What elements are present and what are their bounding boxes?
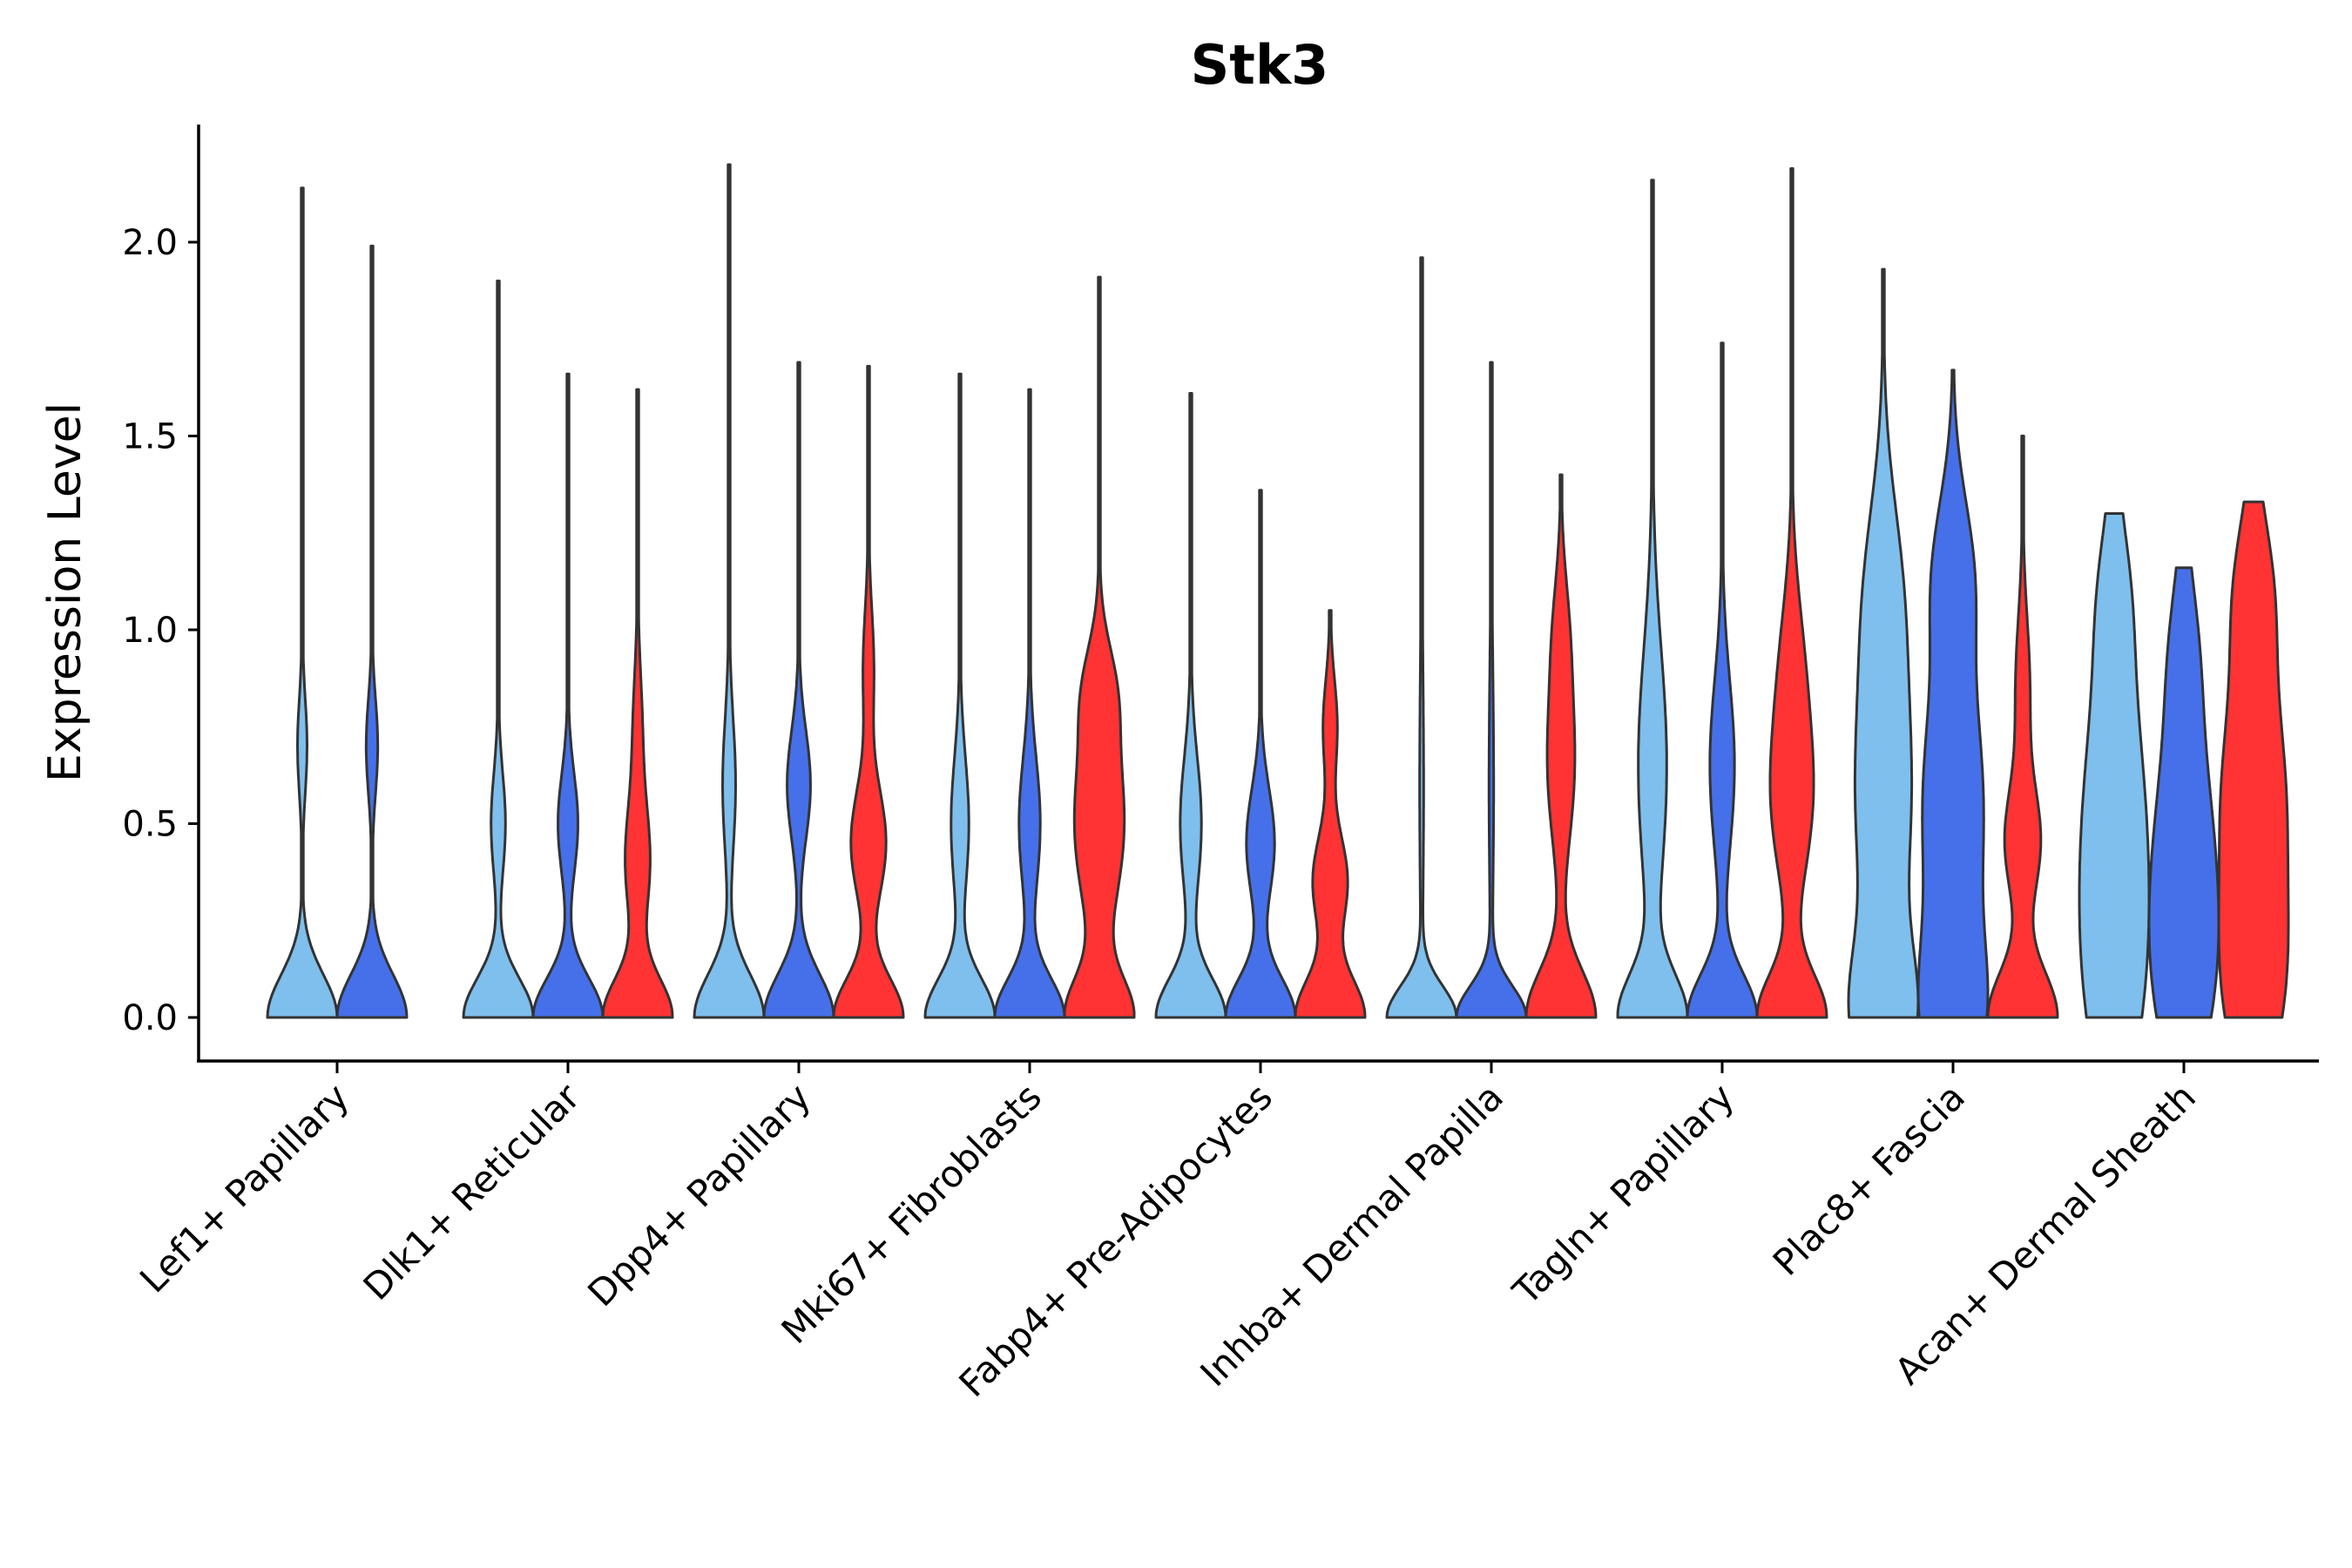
violin-3-3 bbox=[832, 364, 905, 1019]
x-tick-label: Plac8+ Fascia bbox=[1765, 1075, 1973, 1283]
y-tick-label: 1.0 bbox=[122, 611, 178, 651]
violin-5-2 bbox=[1224, 489, 1297, 1019]
violin-9-1 bbox=[2078, 512, 2151, 1019]
violin-9-2 bbox=[2147, 566, 2220, 1019]
violin-3-1 bbox=[693, 163, 766, 1019]
violin-3-2 bbox=[762, 361, 835, 1019]
y-tick-label: 2.0 bbox=[122, 223, 178, 263]
violin-layer bbox=[266, 163, 2290, 1019]
violin-6-3 bbox=[1524, 473, 1598, 1019]
chart-title: Stk3 bbox=[1191, 33, 1329, 97]
x-tick-label: Mki67+ Fibroblasts bbox=[774, 1075, 1050, 1351]
violin-8-2 bbox=[1916, 368, 1990, 1019]
violin-9-3 bbox=[2217, 500, 2290, 1019]
violin-7-1 bbox=[1616, 179, 1689, 1019]
violin-4-2 bbox=[993, 388, 1066, 1019]
violin-1-1 bbox=[266, 186, 339, 1019]
violin-2-1 bbox=[462, 280, 535, 1019]
violin-5-3 bbox=[1294, 609, 1367, 1019]
violin-6-2 bbox=[1455, 361, 1528, 1019]
violin-4-3 bbox=[1063, 275, 1136, 1019]
y-tick-label: 0.5 bbox=[122, 805, 178, 845]
x-tick-label: Dpp4+ Papillary bbox=[579, 1075, 819, 1315]
violin-2-2 bbox=[531, 372, 605, 1019]
x-tick-label: Dlk1+ Reticular bbox=[355, 1075, 589, 1308]
y-axis-label: Expression Level bbox=[39, 402, 91, 782]
violin-8-1 bbox=[1847, 267, 1920, 1019]
violin-7-2 bbox=[1686, 341, 1759, 1019]
violin-8-3 bbox=[1986, 435, 2059, 1019]
violin-5-1 bbox=[1154, 392, 1227, 1019]
violin-6-1 bbox=[1385, 256, 1458, 1019]
violin-1-2 bbox=[335, 244, 409, 1019]
y-tick-label: 1.5 bbox=[122, 417, 178, 457]
x-tick-label: Lef1+ Papillary bbox=[132, 1075, 357, 1301]
y-tick-label: 0.0 bbox=[122, 998, 178, 1038]
violin-7-3 bbox=[1755, 167, 1828, 1019]
violin-4-1 bbox=[923, 372, 997, 1019]
violin-2-3 bbox=[601, 388, 674, 1019]
x-tick-label: Tagln+ Papillary bbox=[1504, 1075, 1742, 1313]
y-tick-layer: 0.0 0.5 1.0 1.5 2.0 bbox=[122, 223, 199, 1038]
